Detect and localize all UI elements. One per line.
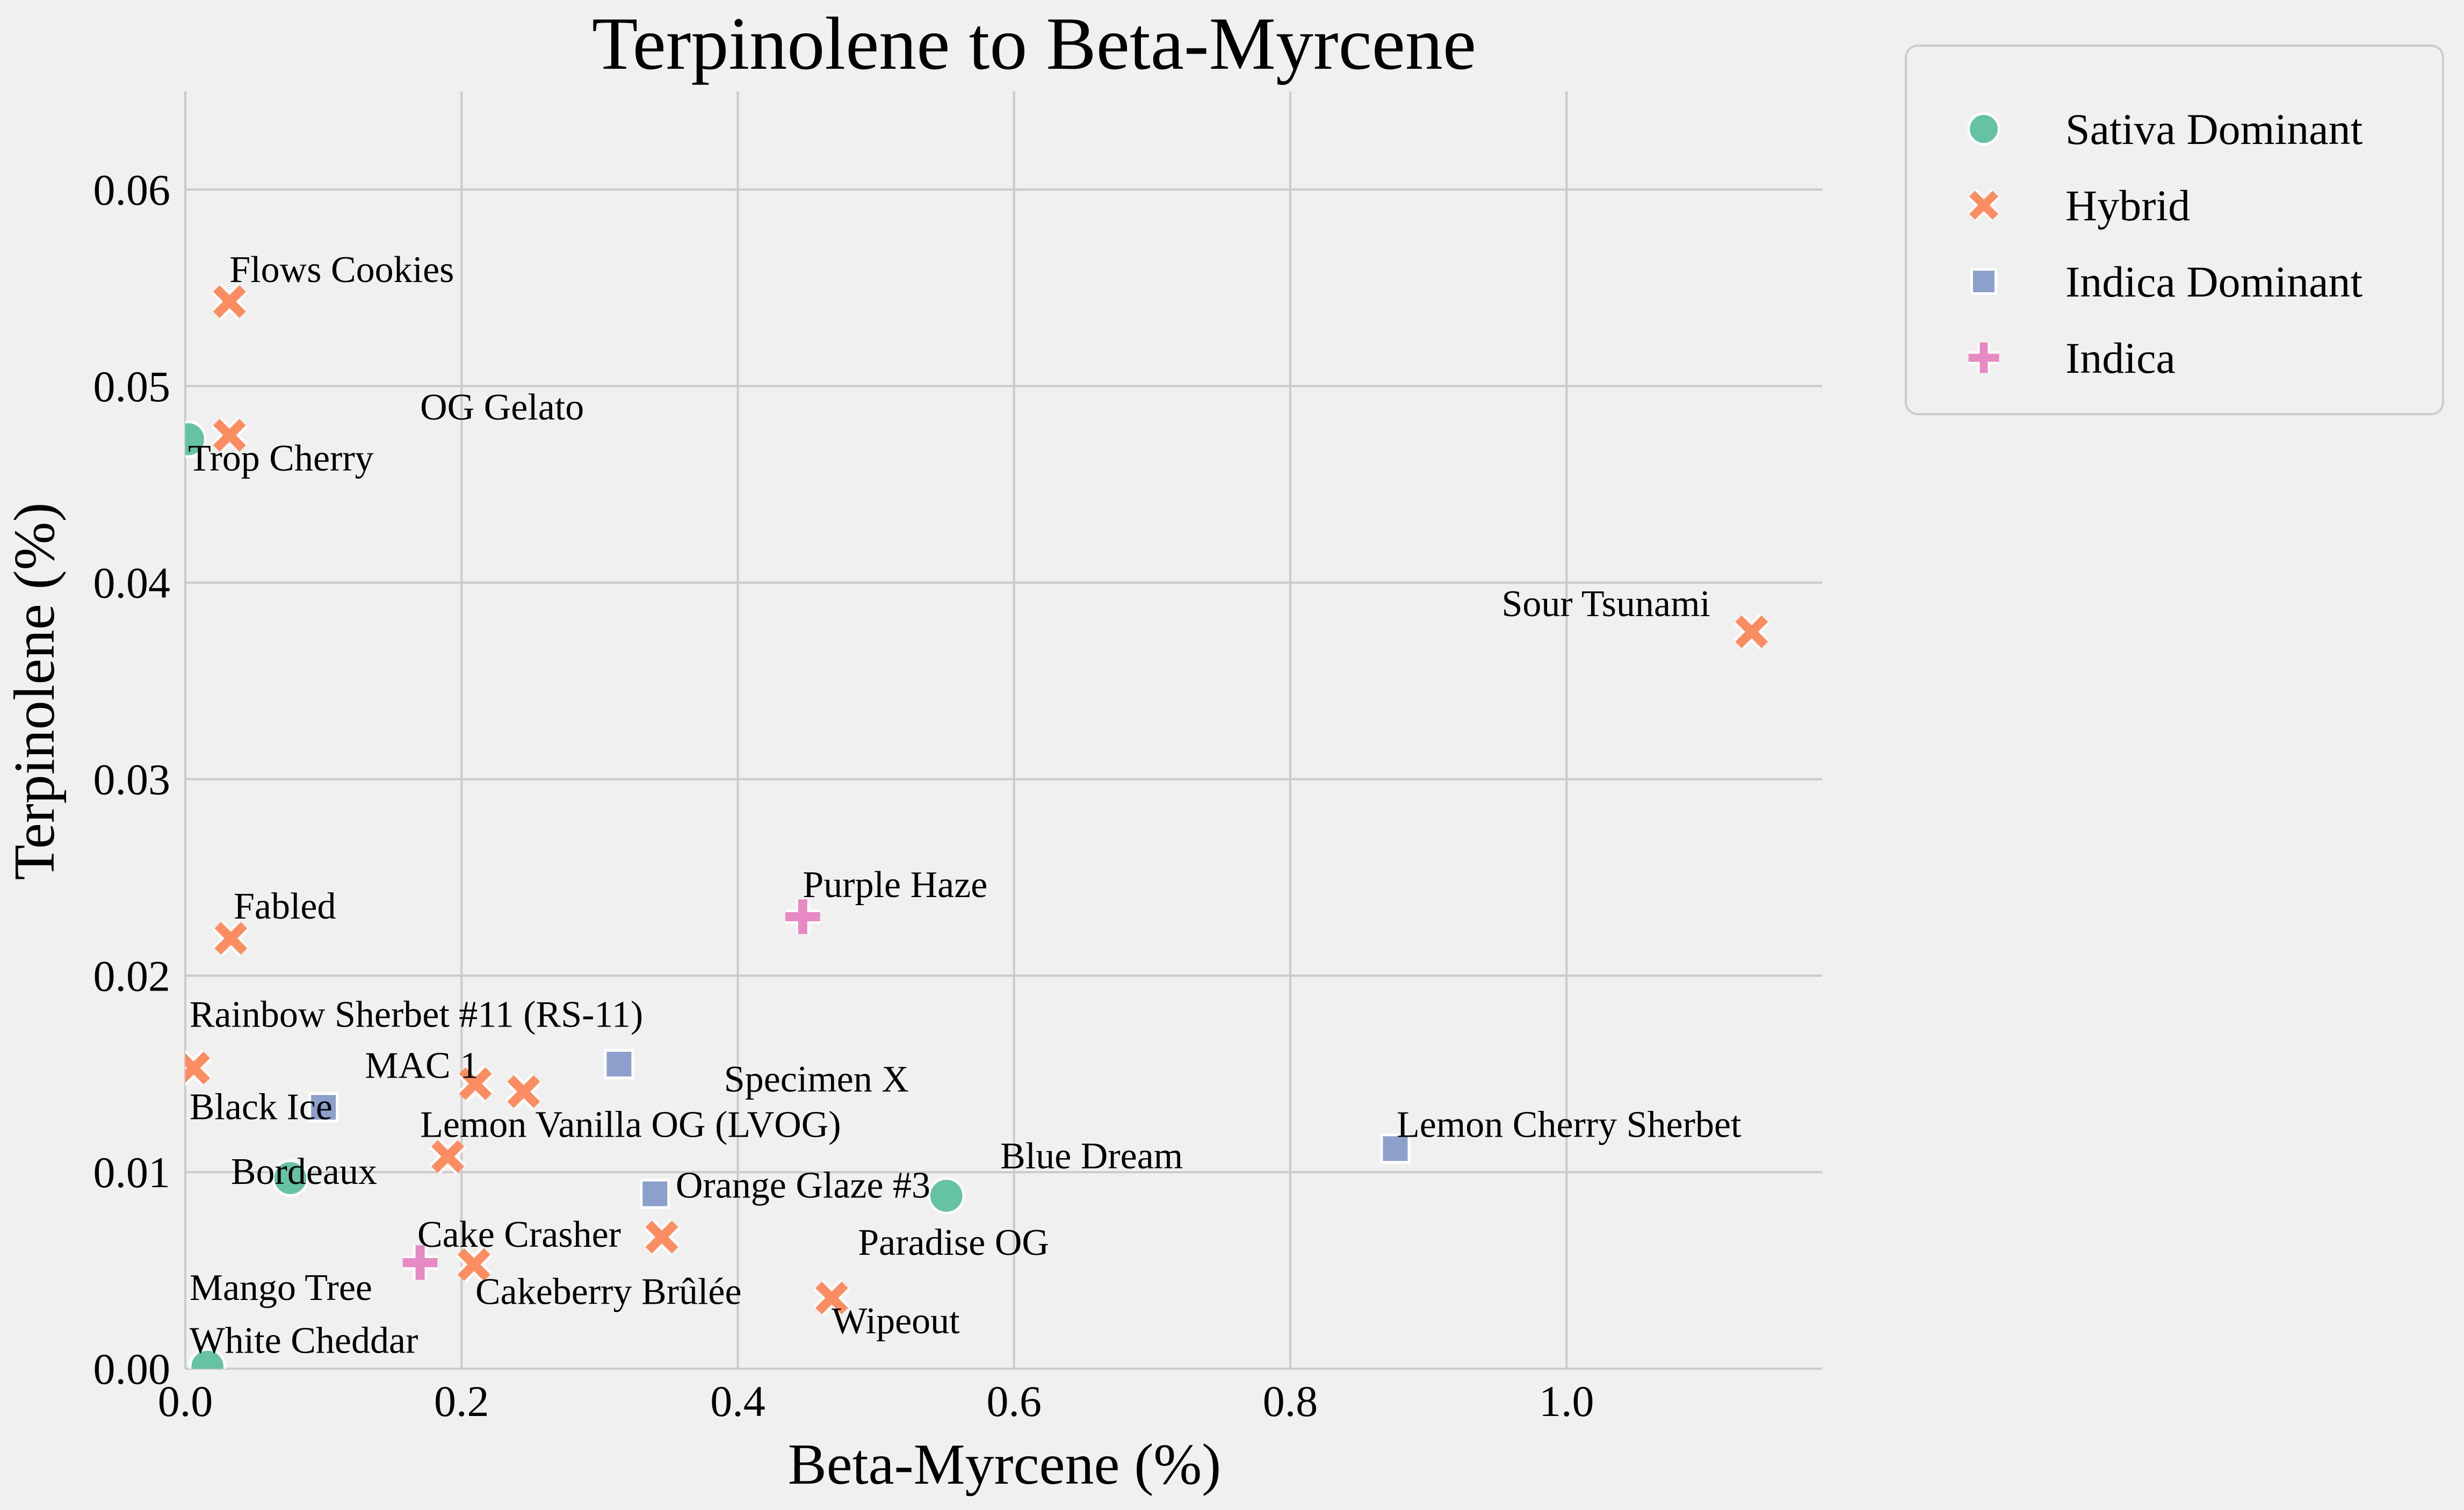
x-tick-label: 0.6 [987,1377,1042,1426]
x-axis-label: Beta-Myrcene (%) [788,1433,1222,1497]
legend: Sativa Dominant Hybrid Indica Dominant Indi… [1905,45,2444,415]
legend-marker [1968,189,2000,221]
data-point [927,1177,965,1215]
y-tick-label: 0.01 [93,1148,171,1197]
data-point [1733,613,1770,650]
point-label: Trop Cherry [188,438,373,479]
y-tick-label: 0.04 [93,559,171,608]
data-point [185,1050,212,1087]
point-label: Black Ice [190,1086,333,1128]
data-point [402,1245,438,1280]
point-label: OG Gelato [420,387,584,428]
point-label: MAC 1 [365,1045,479,1087]
legend-entry-label: Hybrid [2065,181,2190,230]
point-label: Mango Tree [190,1267,372,1309]
point-annotations: Flows Cookies OG Gelato Trop Cherry Sour Ts… [188,249,1742,1362]
point-label: Orange Glaze #3 [676,1165,930,1206]
data-point [457,1065,494,1102]
data-point [813,1280,850,1317]
data-point [211,417,248,454]
point-label: Lemon Vanilla OG (LVOG) [420,1104,841,1145]
y-tick-label: 0.03 [93,755,171,804]
y-tick-label: 0.02 [93,951,171,1000]
point-label: Specimen X [724,1059,909,1100]
x-tick-label: 0.2 [434,1377,489,1426]
data-point [785,899,820,934]
point-label: White Cheddar [190,1320,418,1362]
tick-labels: 0.0 0.2 0.4 0.6 0.8 1.0 0.00 0.01 0.02 0.03 0.04 0.… [93,165,1594,1426]
y-axis-label: Terpinolene (%) [3,502,67,880]
data-point [308,1092,339,1123]
point-label: Flows Cookies [229,249,454,291]
y-tick-label: 0.00 [93,1345,171,1393]
legend-marker [1970,268,1997,295]
data-point [189,1348,226,1369]
data-point [456,1246,493,1283]
legend-entry-label: Indica Dominant [2065,257,2363,306]
data-points [185,283,1770,1369]
y-tick-label: 0.05 [93,362,171,411]
point-label: Lemon Cherry Sherbet [1397,1104,1742,1145]
y-tick-label: 0.06 [93,165,171,214]
data-point [429,1138,466,1175]
data-point [644,1219,680,1255]
data-point [505,1073,542,1110]
legend-marker [1968,342,1999,373]
legend-marker [1967,112,2000,146]
data-point [271,1159,309,1197]
point-label: Blue Dream [1000,1136,1183,1177]
chart-title: Terpinolene to Beta-Myrcene [592,2,1476,85]
x-tick-label: 0.4 [710,1377,765,1426]
point-label: Cakeberry Brûlée [475,1271,742,1312]
x-tick-label: 0.0 [158,1377,213,1426]
data-point [211,283,248,320]
point-label: Bordeaux [231,1151,377,1193]
data-point [604,1049,634,1079]
data-point [212,920,249,957]
legend-entry-label: Sativa Dominant [2065,105,2363,154]
x-tick-label: 0.8 [1263,1377,1318,1426]
point-label: Sour Tsunami [1501,583,1710,625]
point-label: Wipeout [832,1301,960,1342]
point-label: Paradise OG [858,1222,1049,1263]
point-label: Fabled [234,886,336,927]
data-point [1380,1133,1411,1164]
point-label: Cake Crasher [417,1214,621,1255]
data-point [185,420,207,458]
legend-entry-label: Indica [2065,334,2176,382]
point-label: Purple Haze [803,864,987,906]
data-point [640,1179,670,1209]
legend-box [1905,45,2444,415]
x-tick-label: 1.0 [1539,1377,1594,1426]
point-label: Rainbow Sherbet #11 (RS-11) [190,994,643,1035]
